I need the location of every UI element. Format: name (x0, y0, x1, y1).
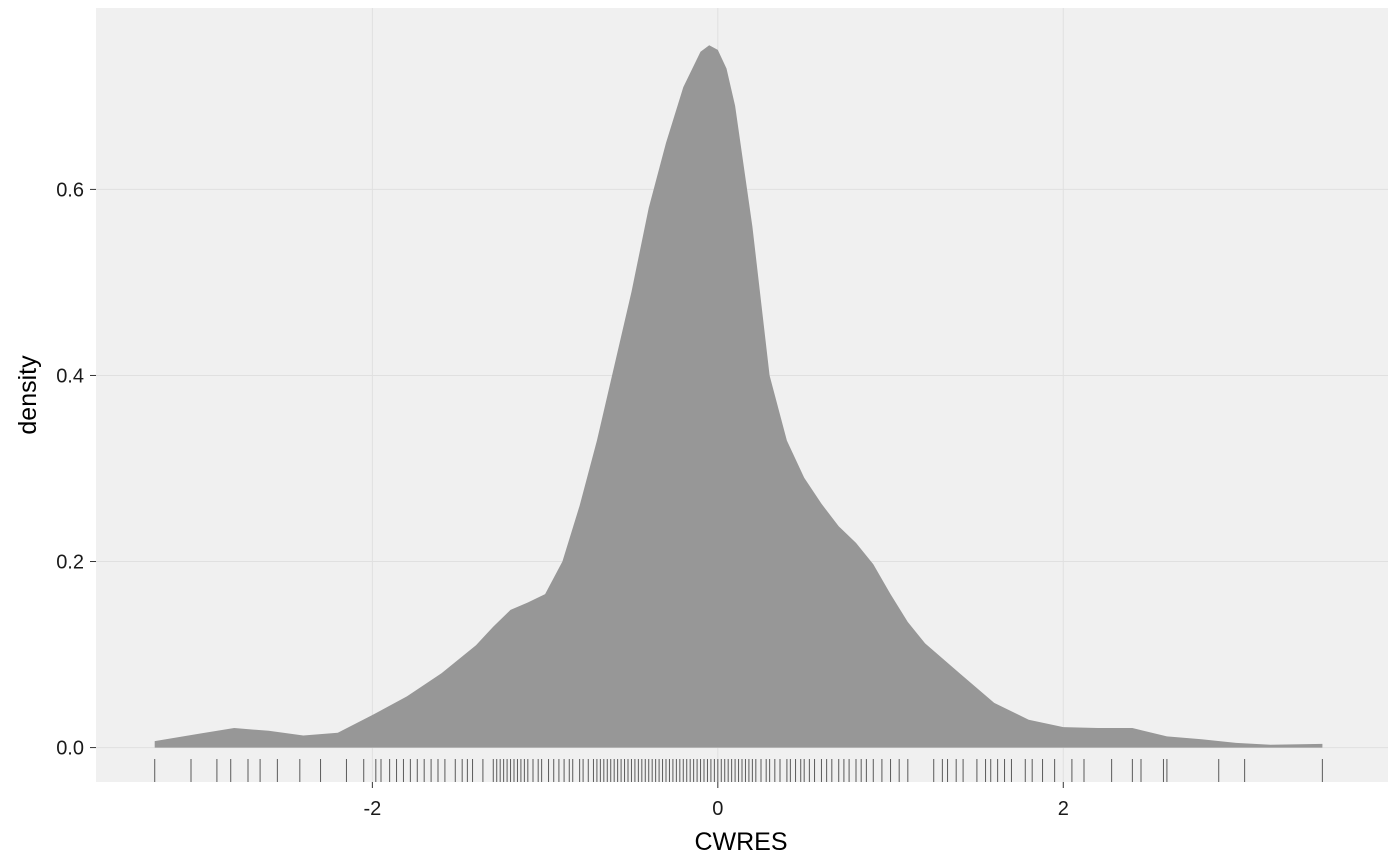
rug-marks (154, 759, 1323, 782)
y-axis-title: density (14, 355, 42, 435)
x-axis-ticks: -2 0 2 (363, 782, 1069, 820)
x-tick-label: 2 (1058, 798, 1069, 820)
y-tick-label: 0.2 (56, 552, 84, 574)
y-axis-ticks: 0.0 0.2 0.4 0.6 (56, 179, 96, 760)
x-tick-label: -2 (363, 798, 381, 820)
x-tick-label: 0 (712, 798, 723, 820)
x-axis-title: CWRES (694, 828, 787, 856)
density-area (154, 45, 1323, 748)
y-tick-label: 0.0 (56, 738, 84, 760)
y-tick-label: 0.4 (56, 365, 84, 387)
y-tick-label: 0.6 (56, 179, 84, 201)
